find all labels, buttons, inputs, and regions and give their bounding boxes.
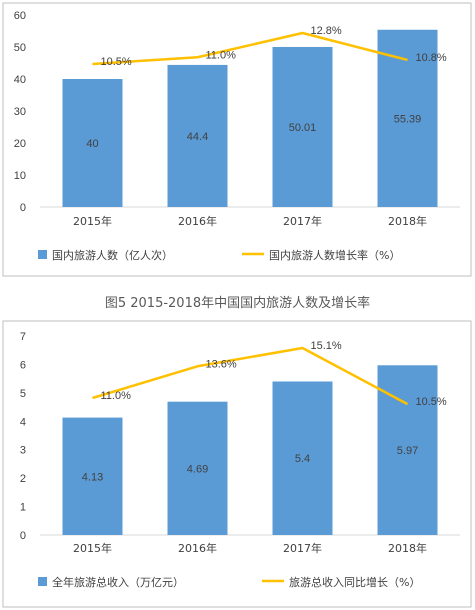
figure-caption: 图5 2015-2018年中国国内旅游人数及增长率: [104, 296, 371, 311]
line-value-label: 10.5%: [416, 396, 447, 408]
legend-label-bar: 全年旅游总收入（万亿元）: [52, 575, 184, 589]
y-tick-label: 40: [14, 74, 26, 86]
line-value-label: 13.6%: [206, 358, 237, 370]
bar-value-label: 40: [86, 138, 98, 150]
bar-value-label: 44.4: [187, 131, 208, 143]
bar: [167, 401, 228, 535]
line-value-label: 12.8%: [311, 25, 342, 37]
y-tick-label: 7: [20, 331, 26, 343]
x-tick-label: 2017年: [283, 541, 322, 555]
bar: [62, 417, 123, 535]
growth-line: [92, 31, 408, 66]
y-tick-label: 6: [20, 359, 26, 371]
x-tick-label: 2016年: [178, 541, 217, 555]
y-tick-label: 20: [14, 138, 26, 150]
growth-line: [92, 346, 409, 406]
bar-value-label: 4.13: [82, 471, 103, 483]
line-value-label: 11.0%: [206, 49, 237, 61]
y-tick-label: 2: [20, 473, 26, 485]
y-tick-label: 3: [20, 445, 26, 457]
y-tick-label: 0: [20, 202, 26, 214]
line-value-label: 10.8%: [416, 52, 447, 64]
x-tick-label: 2018年: [388, 541, 427, 555]
y-tick-label: 0: [20, 530, 26, 542]
y-tick-label: 50: [14, 42, 26, 54]
x-tick-label: 2016年: [178, 214, 217, 228]
y-tick-label: 60: [14, 10, 26, 22]
y-tick-label: 1: [20, 502, 26, 514]
bar: [272, 381, 333, 535]
bar: [62, 79, 123, 207]
line-value-label: 15.1%: [311, 340, 342, 352]
legend-label-bar: 国内旅游人数（亿人次）: [52, 248, 173, 262]
x-tick-label: 2015年: [73, 541, 112, 555]
bar-value-label: 4.69: [187, 463, 208, 475]
x-tick-label: 2015年: [73, 214, 112, 228]
bar: [167, 64, 228, 207]
x-tick-label: 2018年: [388, 214, 427, 228]
y-tick-label: 10: [14, 170, 26, 182]
legend-label-line: 旅游总收入同比增长（%）: [289, 575, 420, 589]
bar-value-label: 50.01: [289, 122, 317, 134]
y-tick-label: 4: [20, 416, 26, 428]
line-value-label: 11.0%: [101, 390, 132, 402]
x-tick-label: 2017年: [283, 214, 322, 228]
legend-swatch-bar: [38, 577, 47, 586]
bar: [272, 46, 333, 207]
bar-value-label: 55.39: [394, 113, 422, 125]
y-tick-label: 5: [20, 388, 26, 400]
legend-label-line: 国内旅游人数增长率（%）: [269, 248, 400, 262]
y-tick-label: 30: [14, 106, 26, 118]
bar-value-label: 5.97: [397, 445, 418, 457]
line-value-label: 10.5%: [101, 56, 132, 68]
bar-value-label: 5.4: [295, 453, 310, 465]
legend-swatch-bar: [38, 250, 47, 259]
